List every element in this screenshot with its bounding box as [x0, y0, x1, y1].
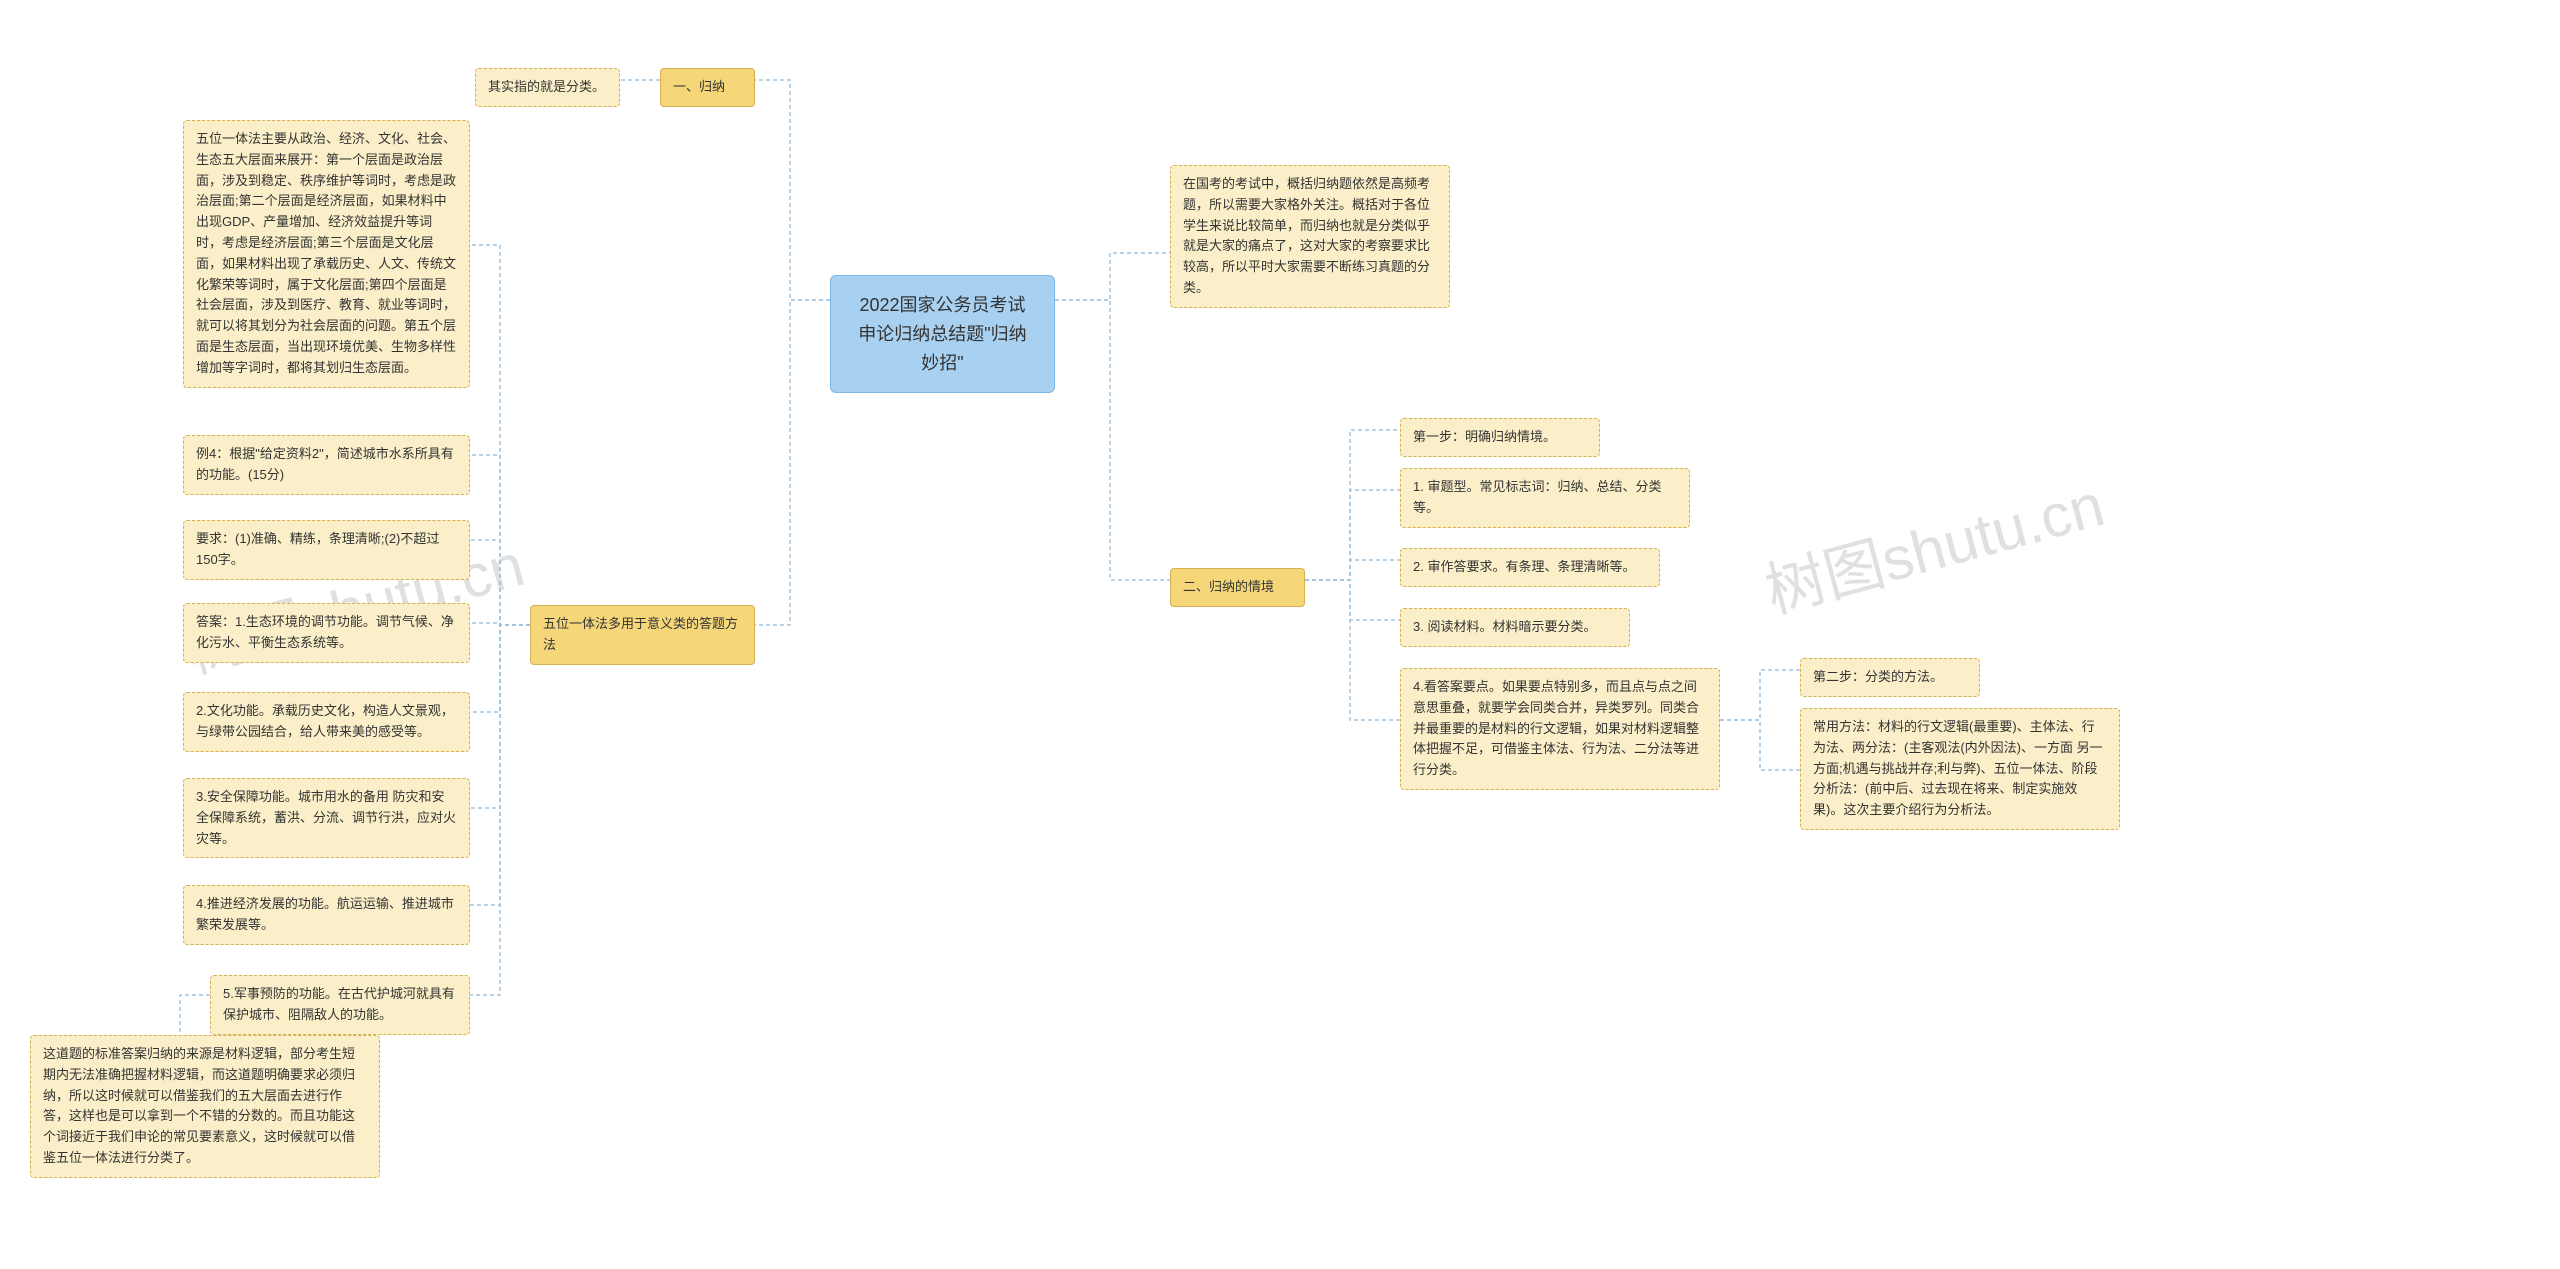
section1-sub: 其实指的就是分类。	[475, 68, 620, 107]
right-intro: 在国考的考试中，概括归纳题依然是高频考题，所以需要大家格外关注。概括对于各位学生…	[1170, 165, 1450, 308]
methods: 常用方法：材料的行文逻辑(最重要)、主体法、行为法、两分法：(主客观法(内外因法…	[1800, 708, 2120, 830]
item1: 1. 审题型。常见标志词：归纳、总结、分类等。	[1400, 468, 1690, 528]
example: 例4：根据"给定资料2"，简述城市水系所具有的功能。(15分)	[183, 435, 470, 495]
item3: 3. 阅读材料。材料暗示要分类。	[1400, 608, 1630, 647]
conclusion: 这道题的标准答案归纳的来源是材料逻辑，部分考生短期内无法准确把握材料逻辑，而这道…	[30, 1035, 380, 1178]
wuwei-title: 五位一体法多用于意义类的答题方法	[530, 605, 755, 665]
watermark-right: 树图shutu.cn	[1755, 457, 2113, 631]
step1: 第一步：明确归纳情境。	[1400, 418, 1600, 457]
item2: 2. 审作答要求。有条理、条理清晰等。	[1400, 548, 1660, 587]
item4: 4.看答案要点。如果要点特别多，而且点与点之间意思重叠，就要学会同类合并，异类罗…	[1400, 668, 1720, 790]
answer-title: 答案：1.生态环境的调节功能。调节气候、净化污水、平衡生态系统等。	[183, 603, 470, 663]
step2: 第二步：分类的方法。	[1800, 658, 1980, 697]
wuwei-desc: 五位一体法主要从政治、经济、文化、社会、生态五大层面来展开：第一个层面是政治层面…	[183, 120, 470, 388]
func2: 2.文化功能。承载历史文化，构造人文景观，与绿带公园结合，给人带来美的感受等。	[183, 692, 470, 752]
func4: 4.推进经济发展的功能。航运运输、推进城市繁荣发展等。	[183, 885, 470, 945]
requirement: 要求：(1)准确、精练，条理清晰;(2)不超过150字。	[183, 520, 470, 580]
section2-title: 二、归纳的情境	[1170, 568, 1305, 607]
section1-title: 一、归纳	[660, 68, 755, 107]
func5: 5.军事预防的功能。在古代护城河就具有保护城市、阻隔敌人的功能。	[210, 975, 470, 1035]
center-title: 2022国家公务员考试申论归纳总结题"归纳妙招"	[830, 275, 1055, 393]
func3: 3.安全保障功能。城市用水的备用 防灾和安全保障系统，蓄洪、分流、调节行洪，应对…	[183, 778, 470, 858]
